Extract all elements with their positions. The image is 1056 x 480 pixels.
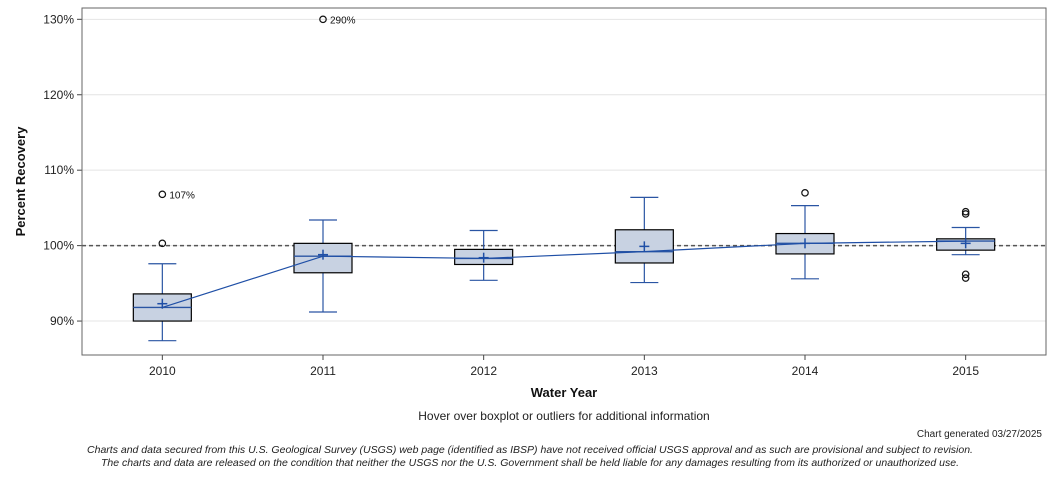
x-tick-label: 2015 (952, 364, 979, 378)
x-tick-label: 2010 (149, 364, 176, 378)
x-axis-title: Water Year (531, 385, 598, 400)
x-tick-label: 2011 (310, 364, 336, 378)
chart-generated-date: Chart generated 03/27/2025 (916, 429, 1042, 440)
y-tick-label: 90% (50, 314, 74, 328)
outlier-label: 290% (330, 15, 356, 26)
median-trend-line (162, 240, 966, 309)
x-tick-label: 2013 (631, 364, 658, 378)
boxplot-2011 (293, 219, 353, 313)
outlier-point (801, 189, 809, 197)
boxplot-2013 (614, 196, 674, 284)
disclaimer-line-1: Charts and data secured from this U.S. G… (87, 444, 973, 456)
mean-marker-2015 (960, 238, 971, 249)
mean-marker-2010 (157, 298, 168, 309)
disclaimer-line-2: The charts and data are released on the … (101, 457, 959, 469)
y-tick-label: 110% (44, 163, 74, 177)
outlier-point (961, 207, 970, 216)
outlier-point (319, 15, 327, 24)
outlier-point (961, 274, 970, 282)
y-axis-title: Percent Recovery (13, 126, 28, 237)
mean-marker-2011 (318, 249, 328, 260)
x-tick-label: 2012 (470, 364, 497, 378)
hover-instruction: Hover over boxplot or outliers for addit… (418, 409, 710, 423)
outlier-point (158, 239, 167, 248)
y-tick-label: 130% (43, 12, 74, 26)
outlier-label: 107% (169, 190, 195, 201)
y-tick-label: 100% (43, 239, 74, 253)
plot-frame (81, 7, 1047, 356)
outlier-point (961, 270, 970, 279)
x-tick-label: 2014 (792, 364, 819, 378)
y-tick-label: 120% (43, 88, 74, 102)
mean-marker-2014 (800, 238, 810, 249)
mean-marker-2012 (478, 252, 489, 263)
outlier-point (961, 210, 970, 218)
mean-marker-2013 (639, 241, 650, 252)
boxplot-chart: 90% 100% 110% 120% 130% 2010 2011 2012 2013 2014 2… (13, 7, 1047, 400)
outlier-point (158, 190, 167, 199)
